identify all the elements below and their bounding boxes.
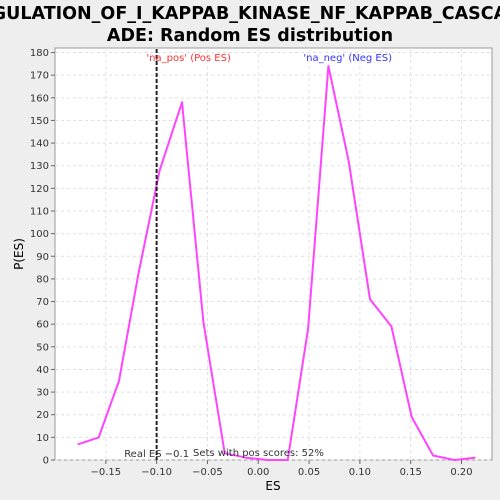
data-point — [97, 436, 100, 439]
y-tick-label: 60 — [36, 320, 49, 331]
real-es-label: Real ES −0.1 — [124, 449, 189, 460]
chart-title-line-1: REGULATION_OF_I_KAPPAB_KINASE_NF_KAPPAB_… — [0, 4, 500, 24]
data-point — [158, 169, 161, 172]
y-tick-label: 40 — [36, 365, 49, 376]
x-tick-label: −0.10 — [141, 467, 172, 478]
data-point — [118, 379, 120, 382]
y-axis-label: P(ES) — [12, 238, 26, 270]
y-tick-label: 110 — [30, 206, 49, 217]
x-tick-label: 0.05 — [298, 467, 320, 478]
y-tick-label: 140 — [30, 139, 49, 150]
y-tick-label: 100 — [30, 229, 49, 240]
data-point — [202, 321, 205, 323]
data-point — [369, 298, 371, 301]
data-point — [137, 273, 140, 276]
data-point — [327, 65, 330, 68]
data-point — [266, 459, 269, 461]
data-point — [77, 443, 80, 446]
pos-scores-label: Sets with pos scores: 52% — [193, 448, 324, 459]
data-point — [181, 101, 183, 104]
x-tick-label: 0.00 — [247, 467, 269, 478]
data-point — [307, 327, 309, 330]
plot-area — [54, 47, 493, 461]
data-point — [390, 325, 393, 328]
data-point — [223, 452, 226, 455]
series-layer — [77, 65, 476, 461]
y-tick-label: 150 — [30, 116, 49, 127]
x-tick-label: 0.20 — [450, 467, 472, 478]
data-point — [432, 454, 434, 457]
y-tick-label: 180 — [30, 48, 49, 59]
data-point — [453, 459, 456, 461]
data-point — [286, 459, 289, 461]
x-axis-ticks: −0.15 −0.10 −0.05 0.00 0.05 0.10 0.15 0.20 — [90, 460, 473, 478]
data-point — [410, 416, 413, 418]
x-tick-label: −0.15 — [90, 467, 121, 478]
series-line — [78, 65, 475, 461]
data-point — [473, 456, 476, 459]
x-axis-label: ES — [265, 479, 280, 493]
x-tick-label: 0.10 — [349, 467, 371, 478]
y-tick-label: 160 — [30, 93, 49, 104]
y-tick-label: 90 — [36, 252, 49, 263]
y-tick-label: 10 — [36, 433, 49, 444]
y-tick-label: 70 — [36, 297, 49, 308]
y-axis-ticks: 0 10 20 30 40 50 60 70 80 90 100 110 120 130 140 150 160… — [30, 48, 55, 467]
pos-es-label: 'na_pos' (Pos ES) — [146, 53, 231, 64]
y-tick-label: 30 — [36, 388, 49, 399]
y-tick-label: 120 — [30, 184, 49, 195]
y-tick-label: 50 — [36, 342, 49, 353]
y-tick-label: 170 — [30, 71, 49, 82]
y-tick-label: 130 — [30, 161, 49, 172]
x-tick-label: 0.15 — [400, 467, 422, 478]
data-point — [347, 160, 350, 163]
neg-es-label: 'na_neg' (Neg ES) — [303, 53, 392, 64]
y-tick-label: 80 — [36, 274, 49, 285]
chart-title-line-2: ADE: Random ES distribution — [107, 26, 393, 46]
x-tick-label: −0.05 — [192, 467, 223, 478]
data-point — [245, 456, 247, 459]
y-tick-label: 20 — [36, 410, 49, 421]
y-tick-label: 0 — [43, 456, 49, 467]
